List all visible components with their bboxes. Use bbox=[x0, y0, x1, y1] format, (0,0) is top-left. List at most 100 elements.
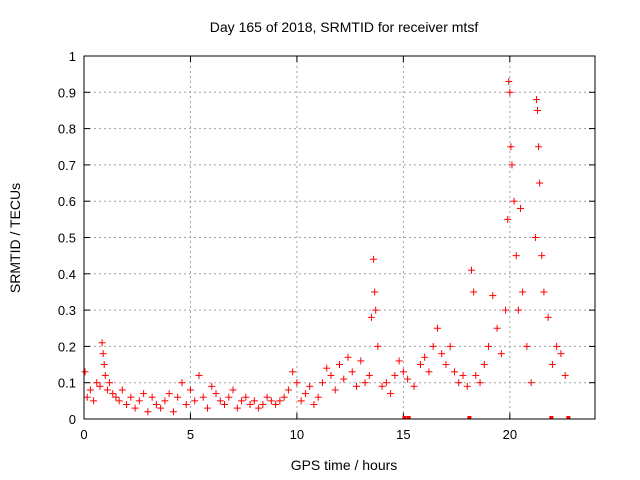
data-point bbox=[508, 161, 516, 169]
data-point bbox=[233, 404, 241, 412]
data-point bbox=[182, 400, 190, 408]
data-points bbox=[81, 77, 571, 419]
data-point bbox=[340, 375, 348, 383]
data-point bbox=[310, 400, 318, 408]
data-point bbox=[178, 379, 186, 387]
data-point bbox=[86, 386, 94, 394]
data-point bbox=[229, 386, 237, 394]
data-point bbox=[103, 386, 111, 394]
data-point bbox=[455, 379, 463, 387]
data-point bbox=[416, 361, 424, 369]
data-point bbox=[106, 379, 114, 387]
data-point bbox=[404, 375, 412, 383]
data-point bbox=[100, 361, 108, 369]
data-point bbox=[406, 416, 411, 419]
data-point bbox=[157, 404, 165, 412]
data-point bbox=[472, 371, 480, 379]
data-point bbox=[191, 397, 199, 405]
data-point bbox=[135, 397, 143, 405]
data-point bbox=[289, 368, 297, 376]
data-point bbox=[280, 393, 288, 401]
data-point bbox=[425, 368, 433, 376]
data-point bbox=[357, 357, 365, 365]
y-tick-label: 0.5 bbox=[58, 231, 76, 246]
data-point bbox=[548, 361, 556, 369]
data-point bbox=[336, 361, 343, 369]
data-point bbox=[331, 386, 339, 394]
data-point bbox=[96, 382, 104, 390]
data-point bbox=[387, 390, 395, 398]
data-point bbox=[450, 368, 458, 376]
data-point bbox=[365, 371, 373, 379]
data-point bbox=[165, 390, 173, 398]
data-point bbox=[395, 357, 403, 365]
data-point bbox=[532, 96, 540, 104]
grid-layer bbox=[84, 56, 595, 419]
data-point bbox=[371, 288, 379, 296]
data-point bbox=[531, 234, 539, 241]
y-axis-label: SRMTID / TECUs bbox=[7, 183, 23, 293]
data-point bbox=[318, 379, 326, 387]
data-point bbox=[378, 382, 386, 390]
y-tick-label: 0.3 bbox=[58, 303, 76, 318]
data-point bbox=[429, 342, 437, 350]
x-tick-label: 10 bbox=[290, 427, 304, 442]
y-tick-label: 0.9 bbox=[58, 85, 76, 100]
data-point bbox=[83, 393, 91, 401]
data-point bbox=[536, 179, 544, 187]
data-point bbox=[544, 313, 552, 321]
data-point bbox=[421, 353, 429, 361]
data-point bbox=[161, 397, 169, 405]
data-point bbox=[442, 361, 450, 369]
plot-frame bbox=[83, 55, 596, 420]
data-point bbox=[327, 371, 335, 379]
data-point bbox=[353, 382, 361, 390]
data-point bbox=[246, 400, 254, 408]
data-point bbox=[259, 400, 267, 408]
data-point bbox=[561, 371, 569, 379]
data-point bbox=[152, 400, 160, 408]
data-point bbox=[284, 386, 292, 394]
data-point bbox=[566, 416, 571, 419]
x-tick-label: 15 bbox=[396, 427, 410, 442]
data-point bbox=[127, 393, 135, 401]
data-point bbox=[314, 393, 322, 401]
data-point bbox=[221, 400, 229, 408]
data-point bbox=[115, 397, 123, 405]
y-tick-label: 0 bbox=[69, 412, 76, 427]
data-point bbox=[118, 386, 126, 394]
data-point bbox=[323, 364, 331, 372]
x-tick-label: 5 bbox=[187, 427, 194, 442]
data-point bbox=[99, 350, 107, 358]
data-point bbox=[109, 390, 117, 398]
data-point bbox=[516, 204, 524, 212]
data-point bbox=[374, 342, 382, 350]
data-point bbox=[199, 393, 207, 401]
data-point bbox=[225, 393, 233, 401]
data-point bbox=[301, 390, 309, 398]
data-point bbox=[81, 368, 89, 376]
data-point bbox=[463, 382, 471, 390]
data-point bbox=[557, 350, 565, 358]
y-tick-label: 1 bbox=[69, 49, 76, 64]
data-point bbox=[370, 255, 378, 263]
data-point bbox=[203, 404, 211, 412]
data-point bbox=[438, 350, 446, 358]
data-point bbox=[549, 416, 554, 419]
data-point bbox=[361, 379, 369, 387]
data-point bbox=[186, 386, 194, 394]
data-point bbox=[410, 382, 418, 390]
y-tick-label: 0.8 bbox=[58, 122, 76, 137]
data-point bbox=[540, 288, 548, 296]
data-point bbox=[382, 379, 390, 387]
data-point bbox=[123, 400, 131, 408]
data-point bbox=[367, 313, 375, 321]
data-point bbox=[535, 143, 543, 151]
data-point bbox=[504, 215, 512, 223]
x-axis-label: GPS time / hours bbox=[291, 457, 398, 473]
data-point bbox=[344, 353, 352, 361]
data-point bbox=[523, 342, 531, 350]
data-point bbox=[98, 339, 106, 347]
data-point bbox=[399, 368, 407, 376]
data-point bbox=[480, 361, 488, 369]
